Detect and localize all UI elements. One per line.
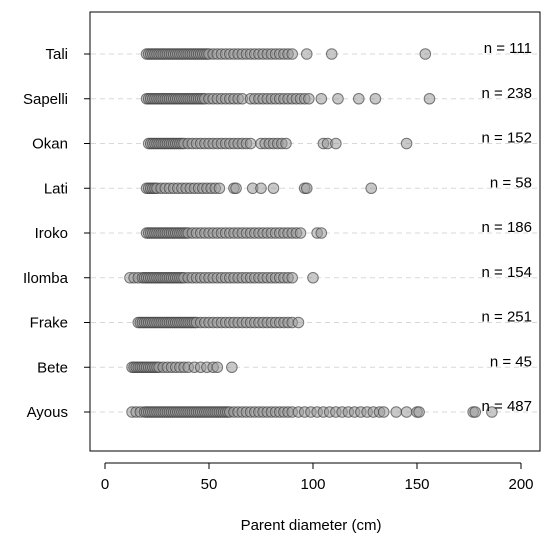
count-annotations: n = 487 n = 45 n = 251 n = 154 n = 186 n = 58… xyxy=(482,40,532,415)
data-point xyxy=(300,48,313,60)
y-tick-label-tali: Tali xyxy=(45,46,68,63)
x-axis: 0 50 100 150 200 xyxy=(101,462,534,493)
data-point xyxy=(419,48,432,60)
count-label-sapelli: n = 238 xyxy=(482,85,532,102)
x-tick-label: 150 xyxy=(404,476,429,493)
data-point xyxy=(294,227,307,239)
y-tick-label-okan: Okan xyxy=(32,136,68,153)
data-point xyxy=(469,406,482,418)
data-point xyxy=(300,182,313,195)
count-label-iroko: n = 186 xyxy=(482,219,532,236)
x-tick-label: 0 xyxy=(101,476,109,493)
data-point xyxy=(213,182,226,195)
data-point xyxy=(390,406,403,418)
x-tick-label: 100 xyxy=(300,476,325,493)
x-tick-label: 200 xyxy=(508,476,533,493)
count-label-lati: n = 58 xyxy=(490,174,532,191)
data-point xyxy=(413,406,425,418)
data-point xyxy=(369,92,382,105)
data-point xyxy=(230,182,242,195)
data-point xyxy=(315,227,328,239)
data-point xyxy=(400,406,413,418)
count-label-ayous: n = 487 xyxy=(482,398,532,415)
x-tick-label: 50 xyxy=(201,476,218,493)
data-point xyxy=(303,92,315,105)
y-axis: Ayous Bete Frake Ilomba Iroko Lati Okan Sapelli… xyxy=(23,46,90,421)
data-point xyxy=(330,137,342,150)
data-point xyxy=(365,182,378,195)
data-point xyxy=(352,92,365,105)
count-label-tali: n = 111 xyxy=(484,40,532,57)
y-tick-label-ayous: Ayous xyxy=(27,404,68,421)
y-tick-label-lati: Lati xyxy=(44,180,68,197)
data-points xyxy=(124,48,498,418)
x-axis-title: Parent diameter (cm) xyxy=(241,517,382,534)
data-point xyxy=(325,48,338,60)
count-label-frake: n = 251 xyxy=(482,309,532,326)
data-point xyxy=(332,92,344,105)
data-point xyxy=(292,316,305,329)
data-point xyxy=(286,48,299,60)
data-point xyxy=(377,406,390,418)
data-point xyxy=(255,182,267,195)
y-tick-label-iroko: Iroko xyxy=(35,225,68,242)
count-label-okan: n = 152 xyxy=(482,130,532,147)
count-label-ilomba: n = 154 xyxy=(482,264,532,281)
data-point xyxy=(267,182,280,195)
data-point xyxy=(307,271,319,284)
count-label-bete: n = 45 xyxy=(490,353,532,370)
y-tick-label-sapelli: Sapelli xyxy=(23,91,68,108)
data-point xyxy=(211,361,224,374)
data-point xyxy=(315,92,328,105)
data-point xyxy=(423,92,436,105)
data-point xyxy=(244,137,257,150)
data-point xyxy=(486,406,498,418)
y-tick-label-bete: Bete xyxy=(37,359,68,376)
data-point xyxy=(226,361,238,374)
plot-frame xyxy=(89,11,541,452)
y-tick-label-ilomba: Ilomba xyxy=(23,270,69,287)
data-point xyxy=(280,137,292,150)
data-point xyxy=(400,137,413,150)
y-tick-label-frake: Frake xyxy=(30,315,68,332)
data-point xyxy=(286,271,299,284)
